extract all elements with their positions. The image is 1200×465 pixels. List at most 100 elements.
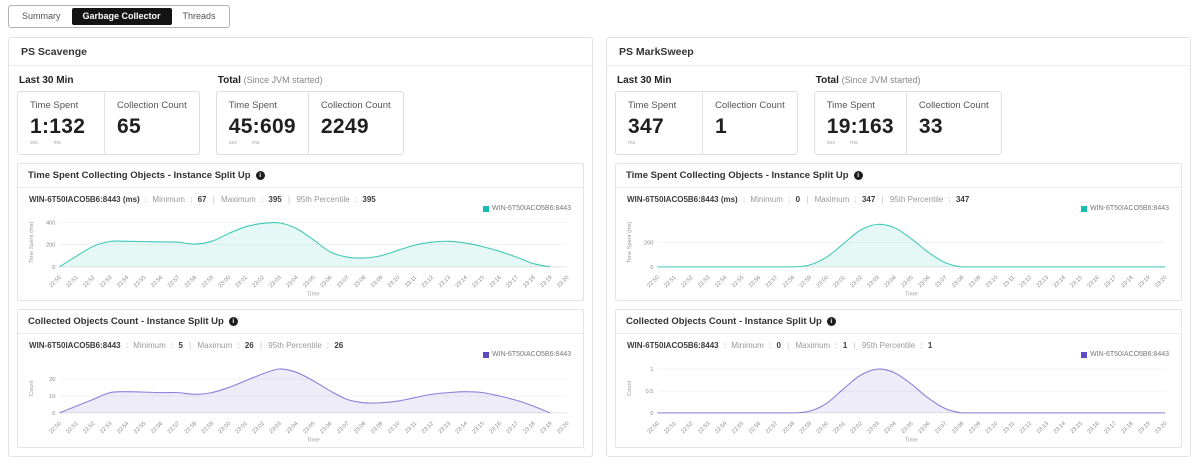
svg-text:23:12: 23:12 bbox=[421, 421, 435, 435]
stat-group: Total (Since JVM started) Time Spent 45:… bbox=[215, 71, 404, 155]
svg-text:22:51: 22:51 bbox=[663, 421, 677, 435]
gc-panel: PS Scavenge Last 30 Min Time Spent 1:132… bbox=[8, 37, 593, 457]
separator: : bbox=[920, 341, 923, 351]
svg-text:22:58: 22:58 bbox=[782, 421, 796, 435]
chart-section: Time Spent Collecting Objects - Instance… bbox=[17, 163, 584, 302]
svg-text:22:56: 22:56 bbox=[150, 421, 164, 435]
svg-text:23:09: 23:09 bbox=[968, 421, 982, 435]
chart-legend[interactable]: WIN-6T50IACO5B6:8443 bbox=[624, 205, 1169, 212]
svg-text:22:57: 22:57 bbox=[167, 421, 181, 435]
stat-label: Time Spent bbox=[30, 100, 79, 111]
info-icon[interactable]: i bbox=[853, 171, 863, 180]
svg-text:23:05: 23:05 bbox=[900, 421, 914, 435]
unit-label: sec bbox=[228, 140, 238, 146]
svg-text:22:54: 22:54 bbox=[116, 275, 130, 289]
stat-group: Last 30 Min Time Spent 1:132 sec ms Colle… bbox=[17, 71, 200, 155]
svg-text:Time: Time bbox=[905, 291, 918, 297]
info-icon[interactable]: i bbox=[228, 317, 238, 327]
svg-text:22:50: 22:50 bbox=[646, 275, 660, 289]
separator: : bbox=[260, 195, 264, 204]
svg-text:23:19: 23:19 bbox=[1137, 421, 1151, 435]
instance-name: WIN-6T50IACO5B6:8443 bbox=[627, 195, 719, 204]
svg-text:23:12: 23:12 bbox=[421, 275, 435, 289]
stat-value: 19:163 bbox=[826, 115, 894, 138]
maximum-label: Maximum bbox=[221, 195, 256, 204]
svg-text:23:07: 23:07 bbox=[934, 421, 948, 435]
chart-body: WIN-6T50IACO5B6:8443 (ms) : Minimum : 67… bbox=[18, 188, 583, 300]
legend-label: WIN-6T50IACO5B6:8443 bbox=[1090, 205, 1169, 212]
stat-cell: Collection Count 1 bbox=[702, 92, 797, 154]
chart-legend[interactable]: WIN-6T50IACO5B6:8443 bbox=[26, 205, 571, 212]
svg-text:23:00: 23:00 bbox=[218, 421, 232, 435]
stat-label: Collection Count bbox=[918, 100, 989, 111]
svg-text:23:01: 23:01 bbox=[833, 421, 847, 435]
svg-text:23:14: 23:14 bbox=[1053, 421, 1067, 435]
separator: : bbox=[723, 341, 727, 351]
maximum-value: 1 bbox=[842, 341, 848, 351]
separator: | bbox=[806, 195, 809, 204]
svg-text:23:02: 23:02 bbox=[850, 275, 864, 289]
chart-title: Time Spent Collecting Objects - Instance… bbox=[28, 170, 251, 181]
svg-text:23:06: 23:06 bbox=[319, 275, 333, 289]
stat-value: 65 bbox=[117, 115, 141, 138]
stat-group-heading: Last 30 Min bbox=[19, 75, 200, 86]
svg-text:23:15: 23:15 bbox=[472, 275, 486, 289]
svg-text:23:00: 23:00 bbox=[218, 275, 232, 289]
area-chart: 0 0.5 1 Count 22:50 22:51 22:52 22:53 22:54 22:55… bbox=[627, 367, 1169, 443]
svg-text:23:13: 23:13 bbox=[1036, 421, 1050, 435]
maximum-label: Maximum bbox=[814, 195, 850, 204]
info-icon[interactable]: i bbox=[826, 317, 836, 327]
chart-legend[interactable]: WIN-6T50IACO5B6:8443 bbox=[624, 351, 1169, 358]
chart-stats-line: WIN-6T50IACO5B6:8443 (ms) : Minimum : 0 … bbox=[627, 195, 1173, 204]
svg-text:Time: Time bbox=[307, 291, 320, 297]
svg-text:0: 0 bbox=[52, 265, 55, 271]
legend-label: WIN-6T50IACO5B6:8443 bbox=[492, 205, 571, 212]
svg-text:22:55: 22:55 bbox=[133, 421, 147, 435]
svg-text:23:06: 23:06 bbox=[917, 421, 931, 435]
separator: : bbox=[854, 195, 857, 204]
tab-garbage-collector[interactable]: Garbage Collector bbox=[71, 8, 172, 25]
panel-title: PS MarkSweep bbox=[607, 38, 1190, 66]
chart-section: Time Spent Collecting Objects - Instance… bbox=[615, 163, 1182, 302]
stat-units: sec ms bbox=[229, 140, 296, 149]
minimum-value: 0 bbox=[776, 341, 781, 351]
svg-text:22:51: 22:51 bbox=[663, 275, 677, 289]
minimum-label: Minimum bbox=[750, 195, 783, 204]
svg-text:23:05: 23:05 bbox=[900, 275, 914, 289]
percentile-value: 347 bbox=[955, 195, 970, 204]
stat-units: sec ms bbox=[30, 140, 92, 149]
svg-text:23:06: 23:06 bbox=[917, 275, 931, 289]
svg-text:23:07: 23:07 bbox=[934, 275, 948, 289]
svg-text:23:08: 23:08 bbox=[353, 421, 367, 435]
stat-cell: Time Spent 1:132 sec ms bbox=[18, 92, 104, 154]
svg-text:23:00: 23:00 bbox=[816, 421, 830, 435]
unit-label: sec bbox=[30, 140, 39, 146]
tab-threads[interactable]: Threads bbox=[172, 8, 227, 25]
svg-text:22:50: 22:50 bbox=[646, 421, 660, 435]
stat-heading-text: Total bbox=[217, 75, 241, 86]
stat-cell: Collection Count 33 bbox=[905, 92, 1001, 154]
tab-summary[interactable]: Summary bbox=[11, 8, 72, 25]
svg-text:23:16: 23:16 bbox=[1087, 421, 1101, 435]
unit-label: ms bbox=[53, 140, 61, 146]
svg-text:23:15: 23:15 bbox=[472, 421, 486, 435]
maximum-value: 395 bbox=[268, 195, 282, 204]
svg-text:23:11: 23:11 bbox=[1002, 421, 1016, 435]
chart-legend[interactable]: WIN-6T50IACO5B6:8443 bbox=[26, 351, 571, 358]
info-icon[interactable]: i bbox=[255, 171, 265, 180]
svg-text:20: 20 bbox=[49, 377, 55, 383]
svg-text:23:06: 23:06 bbox=[319, 421, 333, 435]
stat-value: 1:132 bbox=[30, 115, 86, 138]
svg-text:23:20: 23:20 bbox=[556, 275, 570, 289]
separator: : bbox=[170, 341, 174, 351]
stat-value: 45:609 bbox=[228, 115, 296, 138]
svg-text:22:54: 22:54 bbox=[714, 275, 728, 289]
separator: : bbox=[144, 195, 148, 204]
svg-text:23:18: 23:18 bbox=[1120, 421, 1134, 435]
svg-text:23:17: 23:17 bbox=[1103, 421, 1117, 435]
stat-cell: Collection Count 65 bbox=[104, 92, 199, 154]
minimum-label: Minimum bbox=[731, 341, 764, 351]
instance-unit: (ms) bbox=[122, 195, 140, 204]
separator: | bbox=[288, 195, 291, 204]
